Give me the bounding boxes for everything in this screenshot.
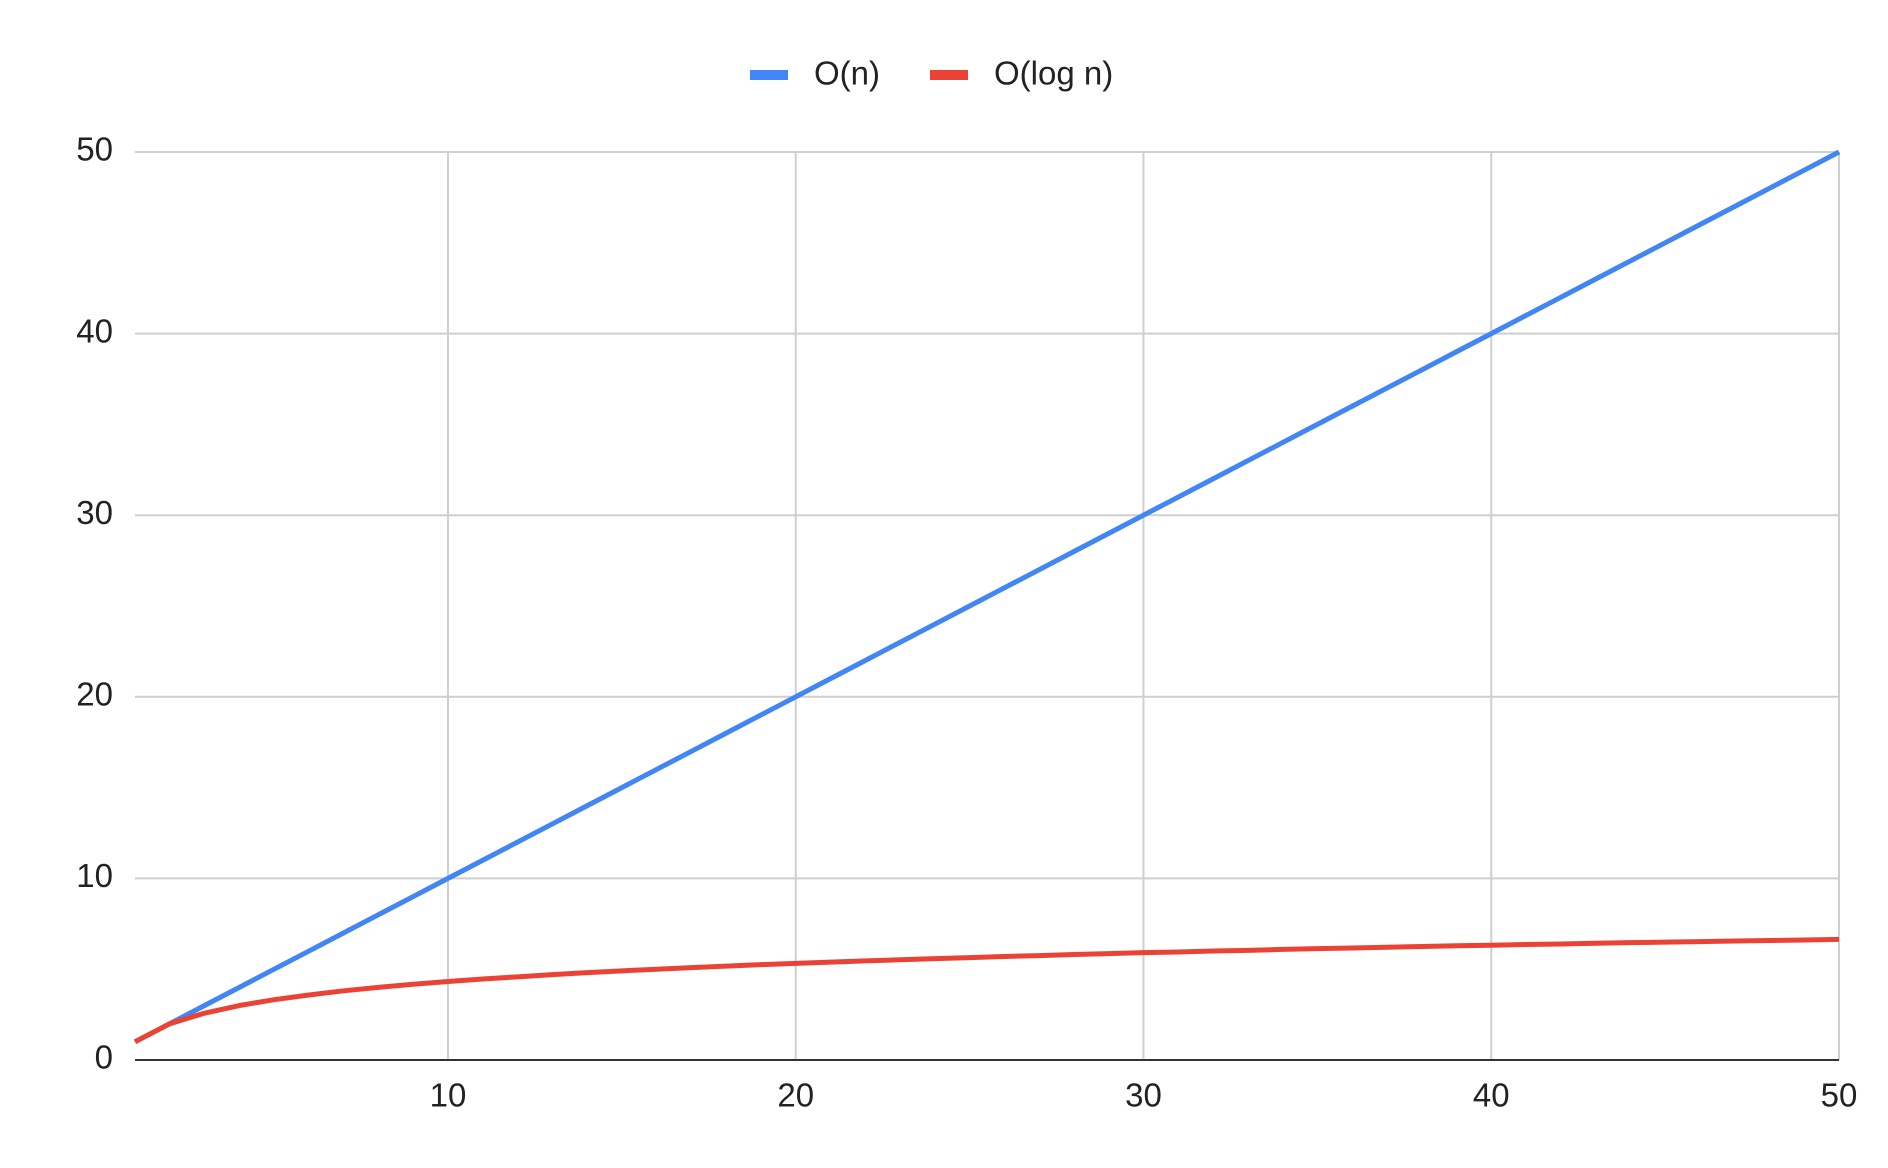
y-tick-label: 40 bbox=[76, 312, 113, 349]
x-tick-label: 10 bbox=[430, 1077, 467, 1114]
y-tick-label: 50 bbox=[76, 131, 113, 168]
legend-swatch bbox=[930, 70, 968, 80]
legend-swatch bbox=[750, 70, 788, 80]
x-tick-label: 20 bbox=[777, 1077, 814, 1114]
x-tick-label: 40 bbox=[1473, 1077, 1510, 1114]
y-tick-label: 30 bbox=[76, 494, 113, 531]
x-tick-label: 30 bbox=[1125, 1077, 1162, 1114]
y-tick-label: 0 bbox=[95, 1039, 113, 1076]
y-tick-label: 10 bbox=[76, 857, 113, 894]
legend-label: O(n) bbox=[814, 55, 880, 92]
legend-label: O(log n) bbox=[994, 55, 1113, 92]
x-tick-label: 50 bbox=[1821, 1077, 1858, 1114]
series-line bbox=[133, 936, 1840, 1045]
series-line bbox=[133, 149, 1841, 1045]
y-tick-label: 20 bbox=[76, 676, 113, 713]
